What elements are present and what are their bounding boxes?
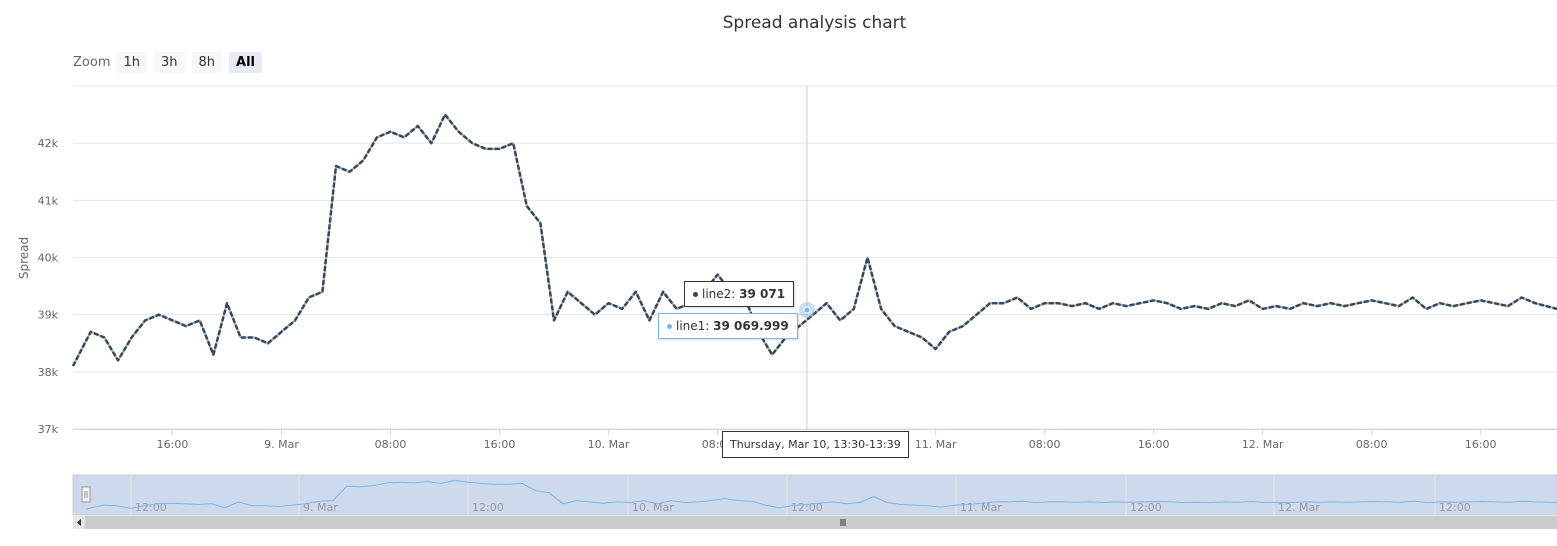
x-tick-label: 12. Mar [1242,438,1284,451]
y-tick-label: 37k [38,423,59,436]
tooltip-x-label: Thursday, Mar 10, 13:30-13:39 [722,431,909,458]
navigator-tick-label: 12:00 [1130,501,1162,514]
navigator-tick-label: 12:00 [791,501,823,514]
x-tick-label: 11. Mar [915,438,957,451]
navigator-tick-label: 12:00 [472,501,504,514]
tooltip-line1-name: line1 [676,319,706,333]
x-tick-label: 10. Mar [588,438,630,451]
zoom-8h-button[interactable]: 8h [191,52,223,73]
navigator-axis: 12:00 9. Mar 12:00 10. Mar 12:00 11. Mar 12:00… [130,475,1471,515]
y-tick-label: 41k [38,194,59,207]
y-tick-label: 39k [38,309,59,322]
zoom-label: Zoom [73,55,111,70]
navigator-tick-label: 12. Mar [1278,501,1320,514]
tooltip-line2-value: 39 071 [739,287,786,301]
y-tick-label: 40k [38,252,59,265]
navigator-tick-label: 12:00 [135,501,167,514]
chart-title: Spread analysis chart [722,13,907,33]
series-group [71,113,1557,367]
navigator-series [85,479,1557,510]
scrollbar-left-arrow-icon [77,519,81,526]
navigator-tick-label: 10. Mar [632,501,674,514]
grid-lines [73,85,1557,430]
x-axis: 16:00 9. Mar 08:00 16:00 10. Mar 08:00 11. Mar… [73,429,1557,451]
navigator-selected-range[interactable] [72,474,1557,516]
navigator-left-handle[interactable] [81,486,91,503]
x-tick-label: 08:00 [1029,438,1061,451]
zoom-all-button[interactable]: All [229,52,263,73]
x-tick-label: 9. Mar [264,438,299,451]
tooltip-line2: line2: 39 071 [684,281,795,307]
y-axis-label: Spread [17,237,31,279]
hover-point [803,306,811,314]
x-tick-label: 16:00 [1138,438,1170,451]
line1-dot-icon [667,324,672,329]
series-line2 [71,113,1557,367]
tooltip-line1-value: 39 069.999 [713,319,789,333]
x-tick-label: 08:00 [375,438,407,451]
navigator-tick-label: 9. Mar [303,501,338,514]
x-tick-label: 08:00 [1356,438,1388,451]
zoom-1h-button[interactable]: 1h [116,52,147,73]
scrollbar-track[interactable] [73,516,1557,529]
x-tick-label: 16:00 [484,438,516,451]
y-tick-label: 38k [38,366,59,379]
x-tick-label: 16:00 [157,438,189,451]
series-line1 [72,113,1557,367]
tooltip-line1: line1: 39 069.999 [658,313,798,339]
navigator-tick-label: 12:00 [1439,501,1471,514]
zoom-3h-button[interactable]: 3h [154,52,185,73]
x-tick-label: 16:00 [1465,438,1497,451]
zoom-controls: Zoom 1h 3h 8h All [73,52,269,73]
tooltip-line2-name: line2 [702,287,732,301]
line2-dot-icon [693,292,698,297]
y-axis: 37k 38k 39k 40k 41k 42k [38,137,59,436]
y-tick-label: 42k [38,137,59,150]
